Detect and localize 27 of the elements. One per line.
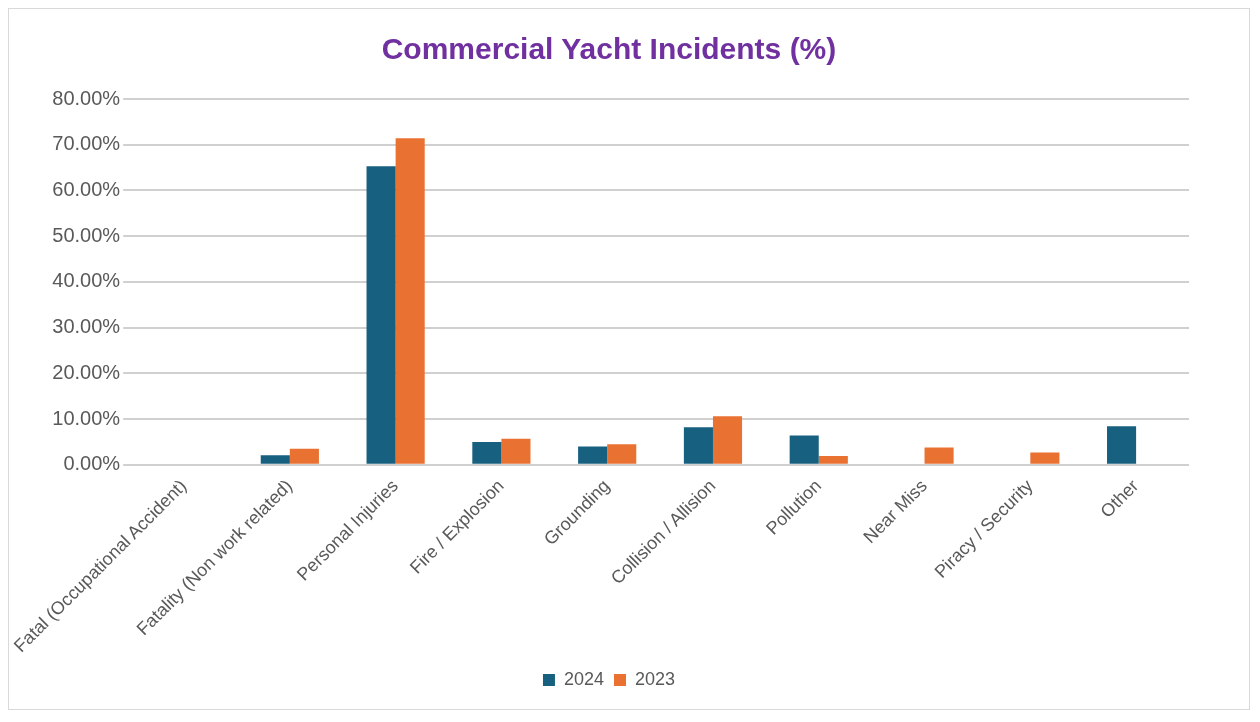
bar bbox=[1107, 426, 1137, 464]
bar bbox=[472, 441, 502, 464]
bar bbox=[1030, 452, 1060, 464]
bar bbox=[924, 447, 954, 464]
y-tick-label: 30.00% bbox=[52, 315, 121, 338]
y-tick-label: 40.00% bbox=[52, 269, 121, 292]
y-tick-label: 80.00% bbox=[52, 86, 121, 109]
legend-label: 2023 bbox=[635, 668, 676, 689]
y-tick-label: 50.00% bbox=[52, 223, 121, 246]
y-tick-label: 70.00% bbox=[52, 132, 121, 155]
bar bbox=[712, 416, 743, 464]
y-tick-label: 60.00% bbox=[52, 177, 121, 200]
chart-title: Commercial Yacht Incidents (%) bbox=[381, 32, 837, 66]
bar bbox=[818, 456, 848, 464]
bar bbox=[789, 435, 819, 464]
y-tick-label: 20.00% bbox=[52, 360, 121, 383]
bar bbox=[366, 166, 396, 464]
y-tick-label: 10.00% bbox=[52, 406, 121, 429]
bar bbox=[578, 446, 608, 464]
bar bbox=[260, 455, 290, 464]
bar bbox=[289, 448, 319, 464]
bar bbox=[395, 138, 425, 464]
bar bbox=[683, 427, 713, 464]
legend-label: 2024 bbox=[563, 668, 604, 689]
y-tick-label: 0.00% bbox=[63, 452, 121, 475]
bar bbox=[607, 444, 637, 464]
bar bbox=[501, 438, 531, 464]
